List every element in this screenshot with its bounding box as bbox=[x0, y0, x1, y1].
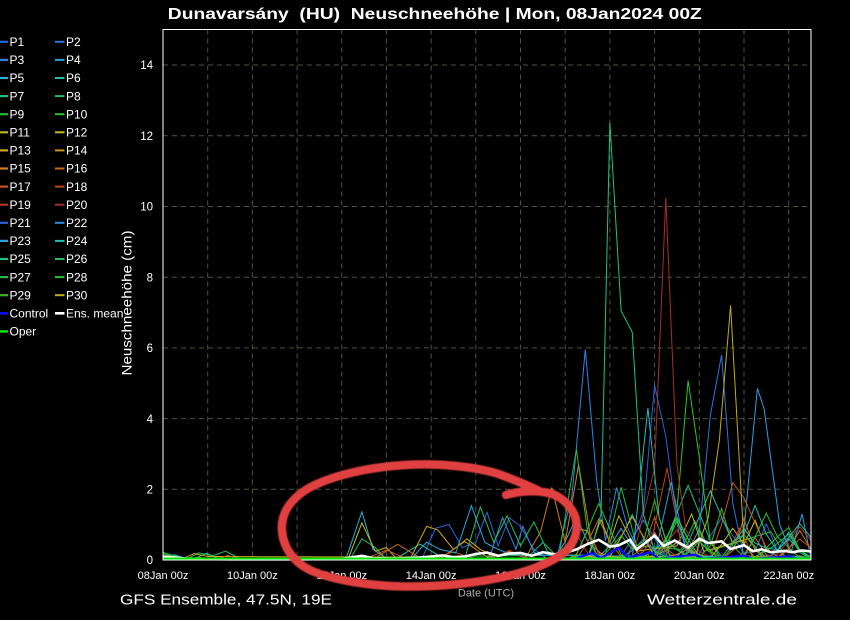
svg-text:22Jan 00z: 22Jan 00z bbox=[763, 570, 814, 582]
svg-text:P19: P19 bbox=[10, 198, 32, 212]
svg-text:Ens. mean: Ens. mean bbox=[66, 307, 123, 321]
svg-text:18Jan 00z: 18Jan 00z bbox=[585, 570, 636, 582]
svg-text:P22: P22 bbox=[66, 216, 88, 230]
svg-text:14: 14 bbox=[140, 60, 153, 72]
svg-text:Date (UTC): Date (UTC) bbox=[458, 588, 514, 600]
svg-text:20Jan 00z: 20Jan 00z bbox=[674, 570, 725, 582]
svg-text:8: 8 bbox=[147, 272, 153, 284]
svg-text:P12: P12 bbox=[66, 126, 88, 140]
svg-text:P14: P14 bbox=[66, 144, 88, 158]
svg-text:P13: P13 bbox=[10, 144, 32, 158]
svg-text:P9: P9 bbox=[10, 107, 25, 121]
svg-text:Neuschneehöhe (cm): Neuschneehöhe (cm) bbox=[120, 231, 135, 376]
svg-text:P1: P1 bbox=[10, 35, 25, 49]
svg-text:P23: P23 bbox=[10, 234, 32, 248]
svg-text:P3: P3 bbox=[10, 53, 25, 67]
svg-text:P24: P24 bbox=[66, 234, 88, 248]
svg-text:P4: P4 bbox=[66, 53, 81, 67]
svg-text:2: 2 bbox=[147, 485, 153, 497]
svg-text:0: 0 bbox=[147, 555, 153, 567]
svg-text:P27: P27 bbox=[10, 270, 32, 284]
svg-text:Oper: Oper bbox=[10, 325, 37, 339]
svg-text:P5: P5 bbox=[10, 71, 25, 85]
svg-text:6: 6 bbox=[147, 343, 153, 355]
svg-text:12: 12 bbox=[140, 131, 153, 143]
svg-text:P16: P16 bbox=[66, 162, 88, 176]
svg-text:P28: P28 bbox=[66, 270, 88, 284]
svg-text:10: 10 bbox=[140, 202, 153, 214]
svg-text:14Jan 00z: 14Jan 00z bbox=[406, 570, 457, 582]
svg-text:P18: P18 bbox=[66, 180, 88, 194]
svg-text:Wetterzentrale.de: Wetterzentrale.de bbox=[647, 592, 797, 609]
svg-text:P7: P7 bbox=[10, 89, 25, 103]
svg-text:P26: P26 bbox=[66, 252, 88, 266]
svg-text:10Jan 00z: 10Jan 00z bbox=[227, 570, 278, 582]
svg-text:P8: P8 bbox=[66, 89, 81, 103]
svg-text:P30: P30 bbox=[66, 288, 88, 302]
svg-text:4: 4 bbox=[147, 414, 154, 426]
svg-text:P20: P20 bbox=[66, 198, 88, 212]
svg-text:08Jan 00z: 08Jan 00z bbox=[138, 570, 189, 582]
svg-text:P15: P15 bbox=[10, 162, 32, 176]
svg-text:P10: P10 bbox=[66, 107, 88, 121]
svg-text:P6: P6 bbox=[66, 71, 81, 85]
svg-text:P11: P11 bbox=[10, 126, 31, 140]
svg-text:P17: P17 bbox=[10, 180, 32, 194]
svg-text:P21: P21 bbox=[10, 216, 32, 230]
svg-text:Dunavarsány (HU) Neuschneehö: Dunavarsány (HU) Neuschneehöhe | Mon, 08… bbox=[168, 6, 702, 23]
svg-text:P29: P29 bbox=[10, 288, 32, 302]
svg-text:P25: P25 bbox=[10, 252, 32, 266]
svg-text:Control: Control bbox=[10, 307, 49, 321]
svg-text:P2: P2 bbox=[66, 35, 81, 49]
svg-text:GFS Ensemble, 47.5N, 19E: GFS Ensemble, 47.5N, 19E bbox=[120, 592, 332, 609]
